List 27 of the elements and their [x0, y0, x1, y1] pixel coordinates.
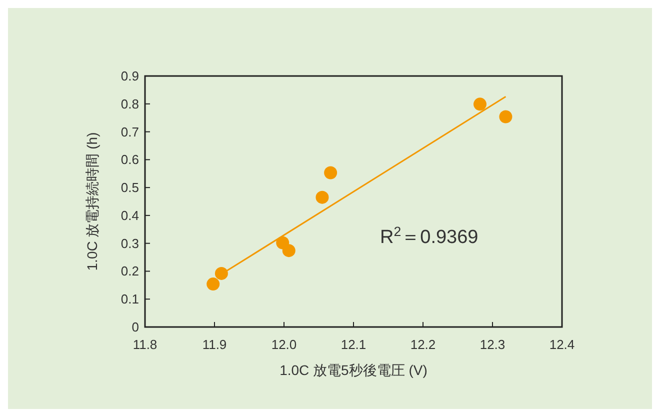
y-tick-label: 0 [132, 320, 139, 334]
point [206, 278, 220, 291]
y-axis-title: 1.0C 放電持続時間 (h) [84, 132, 100, 271]
x-tick-label: 12.1 [340, 337, 366, 352]
point [499, 110, 512, 124]
point [282, 244, 296, 258]
y-tick-label: 0.5 [120, 180, 139, 196]
y-tick-label: 0.3 [120, 236, 139, 251]
x-tick-label: 12.4 [549, 337, 575, 352]
y-tick-label: 0.2 [120, 264, 139, 279]
y-tick-label: 0.4 [120, 208, 139, 223]
y-tick-label: 0.7 [120, 124, 139, 140]
x-tick-label: 12.2 [410, 337, 436, 352]
point [316, 190, 329, 204]
x-tick-label: 12.3 [480, 337, 506, 352]
y-tick-label: 0.6 [120, 152, 139, 168]
y-tick-label: 0.1 [120, 292, 139, 307]
x-tick-label: 12.0 [271, 337, 297, 352]
y-tick-label: 0.8 [120, 96, 139, 112]
x-axis-title: 1.0C 放電5秒後電圧 (V) [280, 362, 428, 378]
point [324, 166, 338, 180]
annotation: R$^{2}$＝0.9369 [380, 224, 478, 248]
point [214, 266, 228, 280]
x-tick-label: 11.8 [132, 337, 158, 352]
point [473, 98, 486, 111]
x-tick-label: 11.9 [202, 337, 227, 352]
y-tick-label: 0.9 [120, 68, 139, 84]
